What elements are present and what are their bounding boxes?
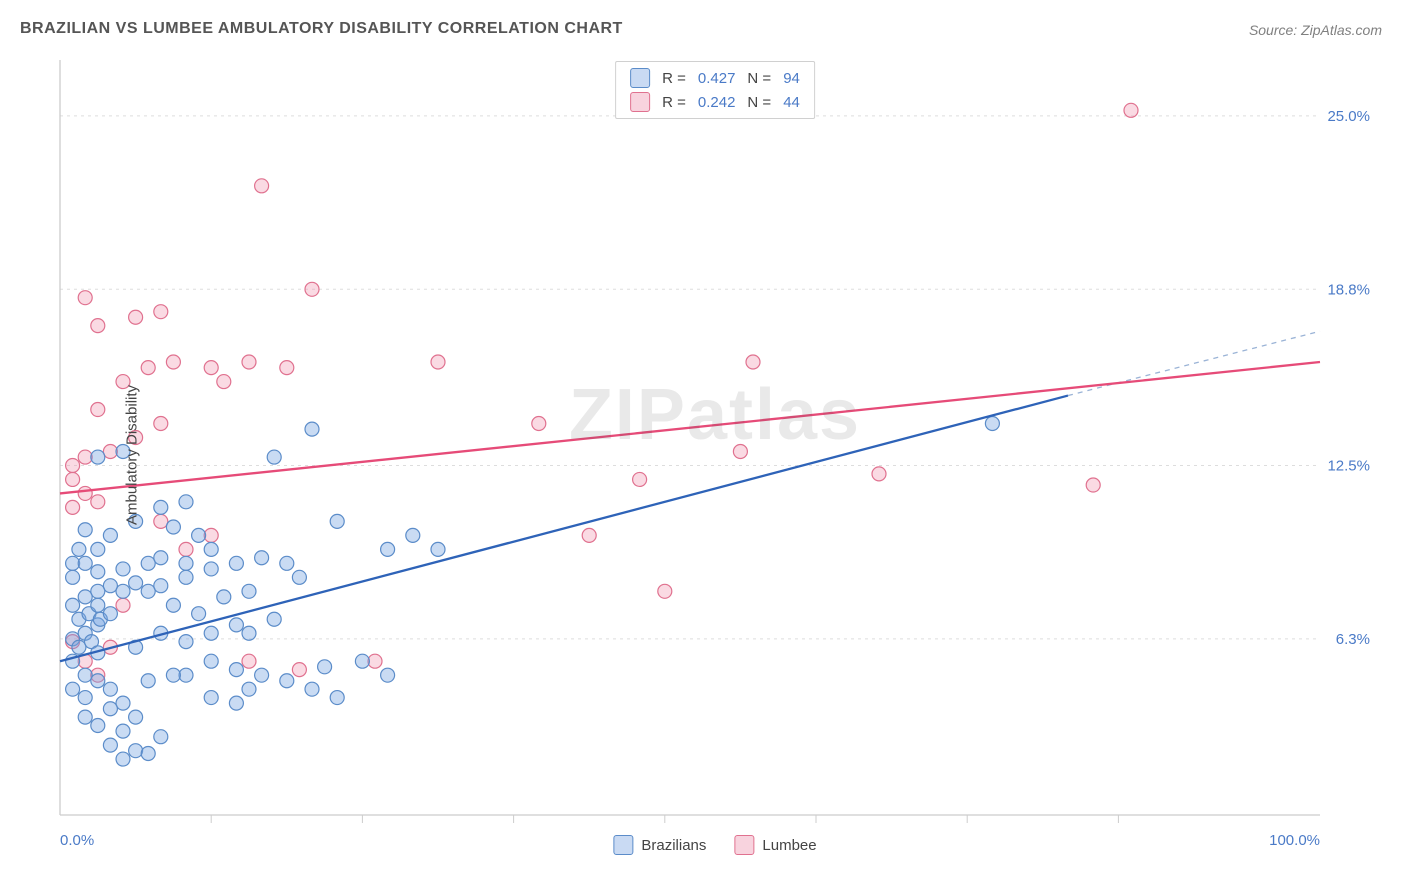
r-label: R = xyxy=(662,70,686,87)
r-value: 0.427 xyxy=(698,70,736,87)
swatch-pink-icon xyxy=(630,92,650,112)
r-value: 0.242 xyxy=(698,94,736,111)
swatch-pink-icon xyxy=(734,835,754,855)
svg-text:100.0%: 100.0% xyxy=(1269,832,1320,849)
svg-text:6.3%: 6.3% xyxy=(1336,631,1370,648)
svg-text:18.8%: 18.8% xyxy=(1327,281,1370,298)
svg-text:12.5%: 12.5% xyxy=(1327,457,1370,474)
r-label: R = xyxy=(662,94,686,111)
legend-row-lumbee: R = 0.242 N = 44 xyxy=(616,90,814,114)
legend-item-lumbee: Lumbee xyxy=(734,835,816,855)
swatch-blue-icon xyxy=(630,68,650,88)
legend-row-brazilians: R = 0.427 N = 94 xyxy=(616,66,814,90)
scatter-svg: 6.3% 12.5% 18.8% 25.0% 0.0% 100.0% xyxy=(50,55,1380,855)
correlation-legend: R = 0.427 N = 94 R = 0.242 N = 44 xyxy=(615,61,815,119)
n-value: 44 xyxy=(783,94,800,111)
n-label: N = xyxy=(747,70,771,87)
swatch-blue-icon xyxy=(613,835,633,855)
source-attribution: Source: ZipAtlas.com xyxy=(1249,22,1382,38)
legend-label: Lumbee xyxy=(762,837,816,854)
plot-area: Ambulatory Disability ZIPatlas R = 0.427… xyxy=(50,55,1380,855)
series-legend: Brazilians Lumbee xyxy=(613,835,816,855)
chart-title: BRAZILIAN VS LUMBEE AMBULATORY DISABILIT… xyxy=(20,20,623,38)
n-label: N = xyxy=(747,94,771,111)
y-axis-label: Ambulatory Disability xyxy=(124,385,141,525)
legend-label: Brazilians xyxy=(641,837,706,854)
svg-text:0.0%: 0.0% xyxy=(60,832,94,849)
svg-text:25.0%: 25.0% xyxy=(1327,108,1370,125)
n-value: 94 xyxy=(783,70,800,87)
legend-item-brazilians: Brazilians xyxy=(613,835,706,855)
